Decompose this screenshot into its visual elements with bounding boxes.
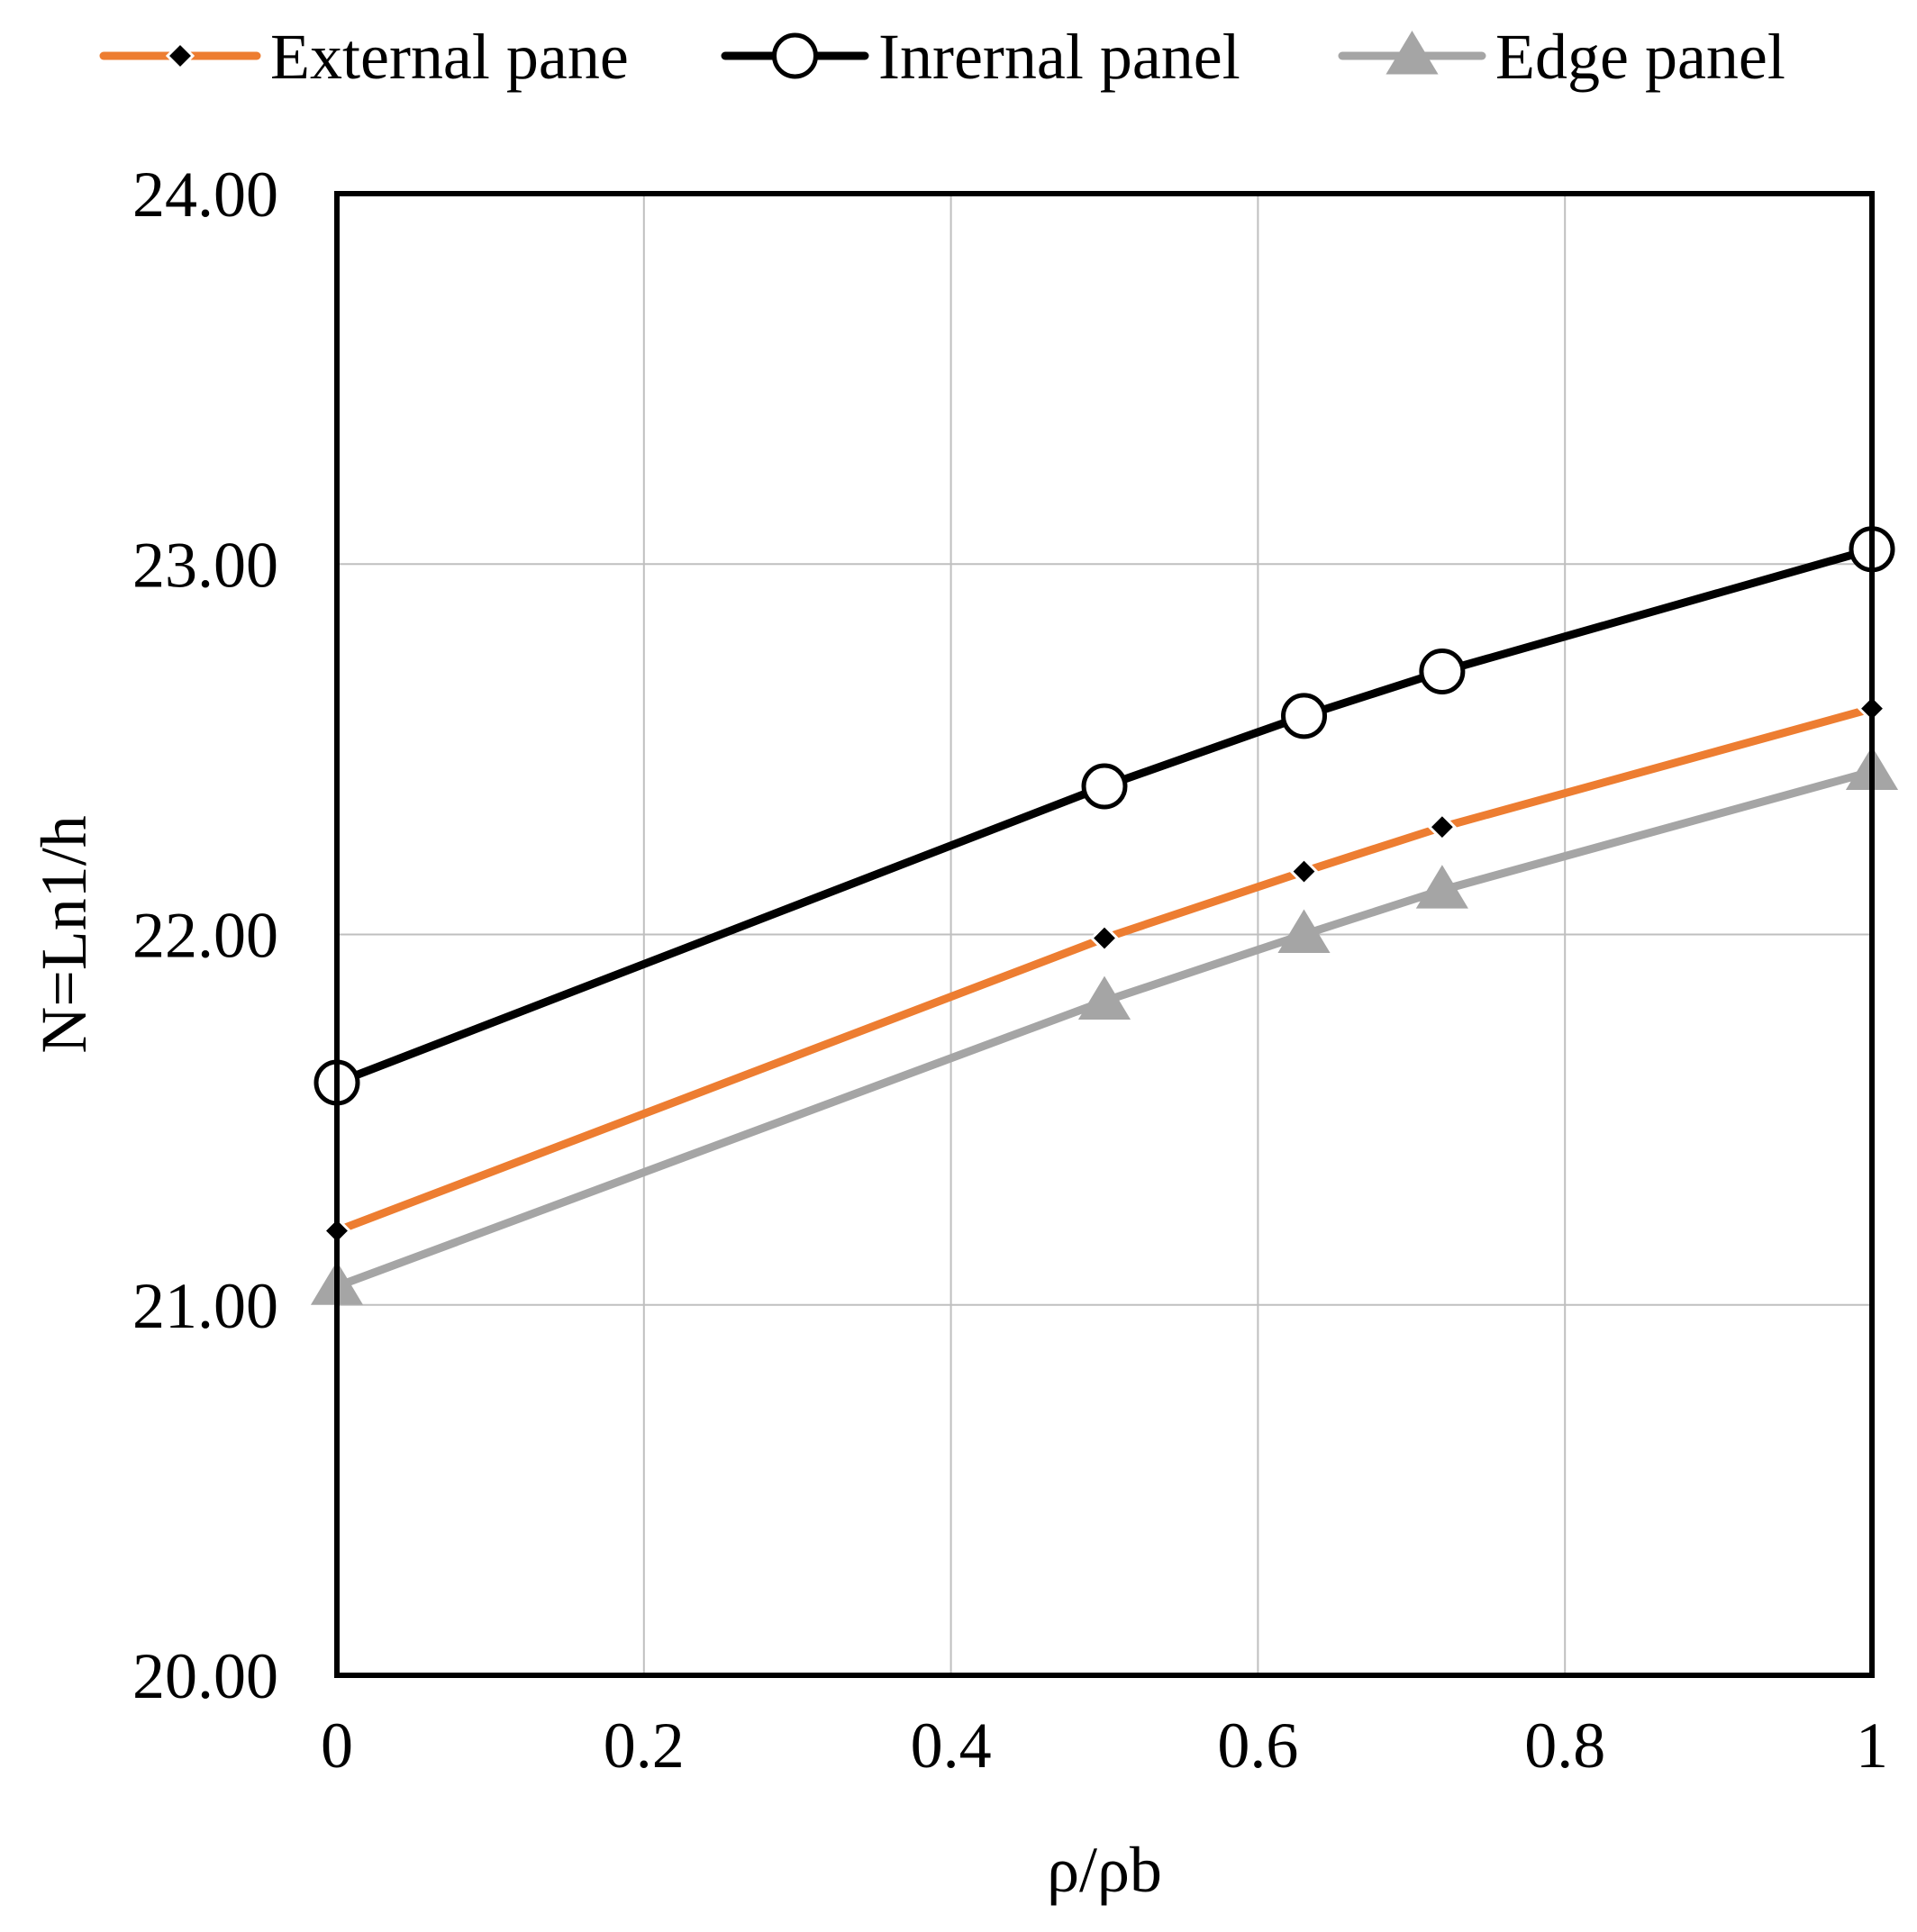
legend-item-edge-panel: Edge panel	[1338, 21, 1785, 93]
x-tick-labels: 0 0.2 0.4 0.6 0.8 1	[321, 1710, 1888, 1782]
y-tick-label: 22.00	[132, 900, 278, 972]
data-point-external-pane	[1089, 923, 1120, 953]
legend-swatch-marker	[772, 32, 818, 79]
data-point-external-pane	[1427, 812, 1458, 842]
x-tick-label: 0.6	[1217, 1710, 1298, 1782]
y-tick-label: 20.00	[132, 1640, 278, 1712]
legend-item-inrernal-panel: Inrernal panel	[721, 21, 1240, 93]
legend-swatch-marker	[165, 41, 195, 71]
x-tick-label: 0	[321, 1710, 353, 1782]
data-point-inrernal-panel	[1081, 763, 1128, 810]
series-edge-panel	[310, 746, 1899, 1305]
data-point-inrernal-panel	[1419, 649, 1466, 695]
x-tick-label: 1	[1856, 1710, 1888, 1782]
data-point-edge-panel	[1277, 909, 1331, 953]
series-group	[310, 526, 1899, 1305]
y-axis-title: N=Ln1/h	[28, 815, 100, 1054]
y-tick-label: 23.00	[132, 529, 278, 601]
data-point-external-pane	[1289, 857, 1319, 886]
y-tick-labels: 20.00 21.00 22.00 23.00 24.00	[132, 159, 278, 1712]
legend-label: External pane	[270, 21, 629, 93]
data-point-edge-panel	[1077, 975, 1131, 1020]
x-axis-title: ρ/ρb	[1047, 1834, 1162, 1906]
data-point-edge-panel	[1415, 865, 1468, 909]
series-external-pane	[322, 694, 1887, 1246]
x-tick-label: 0.4	[911, 1710, 992, 1782]
legend-item-external-pane: External pane	[99, 21, 629, 93]
legend-label: Edge panel	[1495, 21, 1785, 93]
legend: External pane Inrernal panel Edge panel	[99, 21, 1785, 93]
legend-label: Inrernal panel	[878, 21, 1240, 93]
series-line-edge-panel	[332, 767, 1876, 1291]
x-tick-label: 0.8	[1524, 1710, 1605, 1782]
data-point-inrernal-panel	[1281, 693, 1328, 739]
y-tick-label: 24.00	[132, 159, 278, 231]
legend-swatch-marker	[1386, 31, 1439, 75]
x-tick-label: 0.2	[604, 1710, 685, 1782]
y-tick-label: 21.00	[132, 1270, 278, 1342]
plot-area-frame	[334, 191, 1875, 1678]
